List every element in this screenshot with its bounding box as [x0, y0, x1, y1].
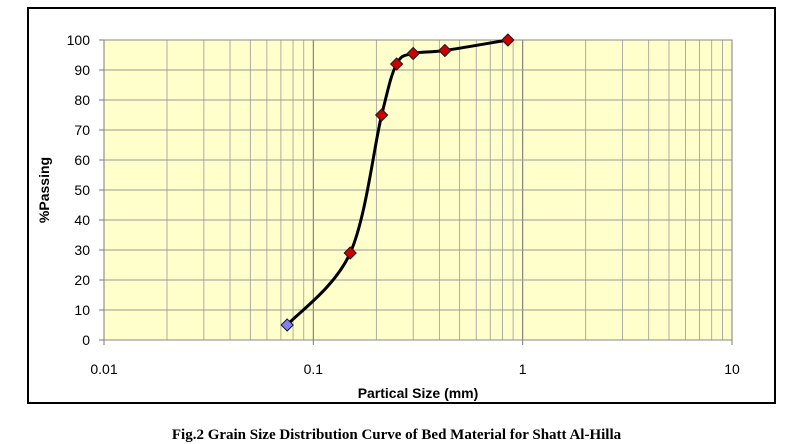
- data-point: [501, 33, 515, 47]
- y-tick-label: 100: [67, 32, 91, 48]
- x-axis-ticks: 0.01 0.1 1 10: [90, 340, 740, 377]
- x-tick-label: 10: [724, 361, 740, 377]
- data-point: [374, 108, 389, 122]
- y-axis-ticks: 0 10 20 30 40 50 60 70 80 90 100: [67, 32, 104, 348]
- data-point: [280, 318, 294, 332]
- data-point: [343, 246, 357, 260]
- y-tick-label: 60: [74, 152, 90, 168]
- x-tick-label: 1: [519, 361, 527, 377]
- y-tick-label: 70: [74, 122, 90, 138]
- y-tick-label: 30: [74, 242, 90, 258]
- y-tick-label: 0: [82, 332, 90, 348]
- data-point: [406, 46, 420, 61]
- y-tick-label: 90: [74, 62, 90, 78]
- y-tick-label: 10: [74, 302, 90, 318]
- x-tick-label: 0.01: [90, 361, 117, 377]
- data-point: [438, 43, 452, 58]
- x-axis-title: Partical Size (mm): [358, 385, 479, 401]
- figure-caption: Fig.2 Grain Size Distribution Curve of B…: [171, 427, 622, 443]
- x-tick-label: 0.1: [304, 361, 324, 377]
- y-axis-title: %Passing: [36, 157, 52, 223]
- y-tick-label: 20: [74, 272, 90, 288]
- y-tick-label: 40: [74, 212, 90, 228]
- y-tick-label: 50: [74, 182, 90, 198]
- data-point: [389, 57, 404, 71]
- y-tick-label: 80: [74, 92, 90, 108]
- grid: [103, 39, 733, 341]
- series-markers: [280, 33, 515, 332]
